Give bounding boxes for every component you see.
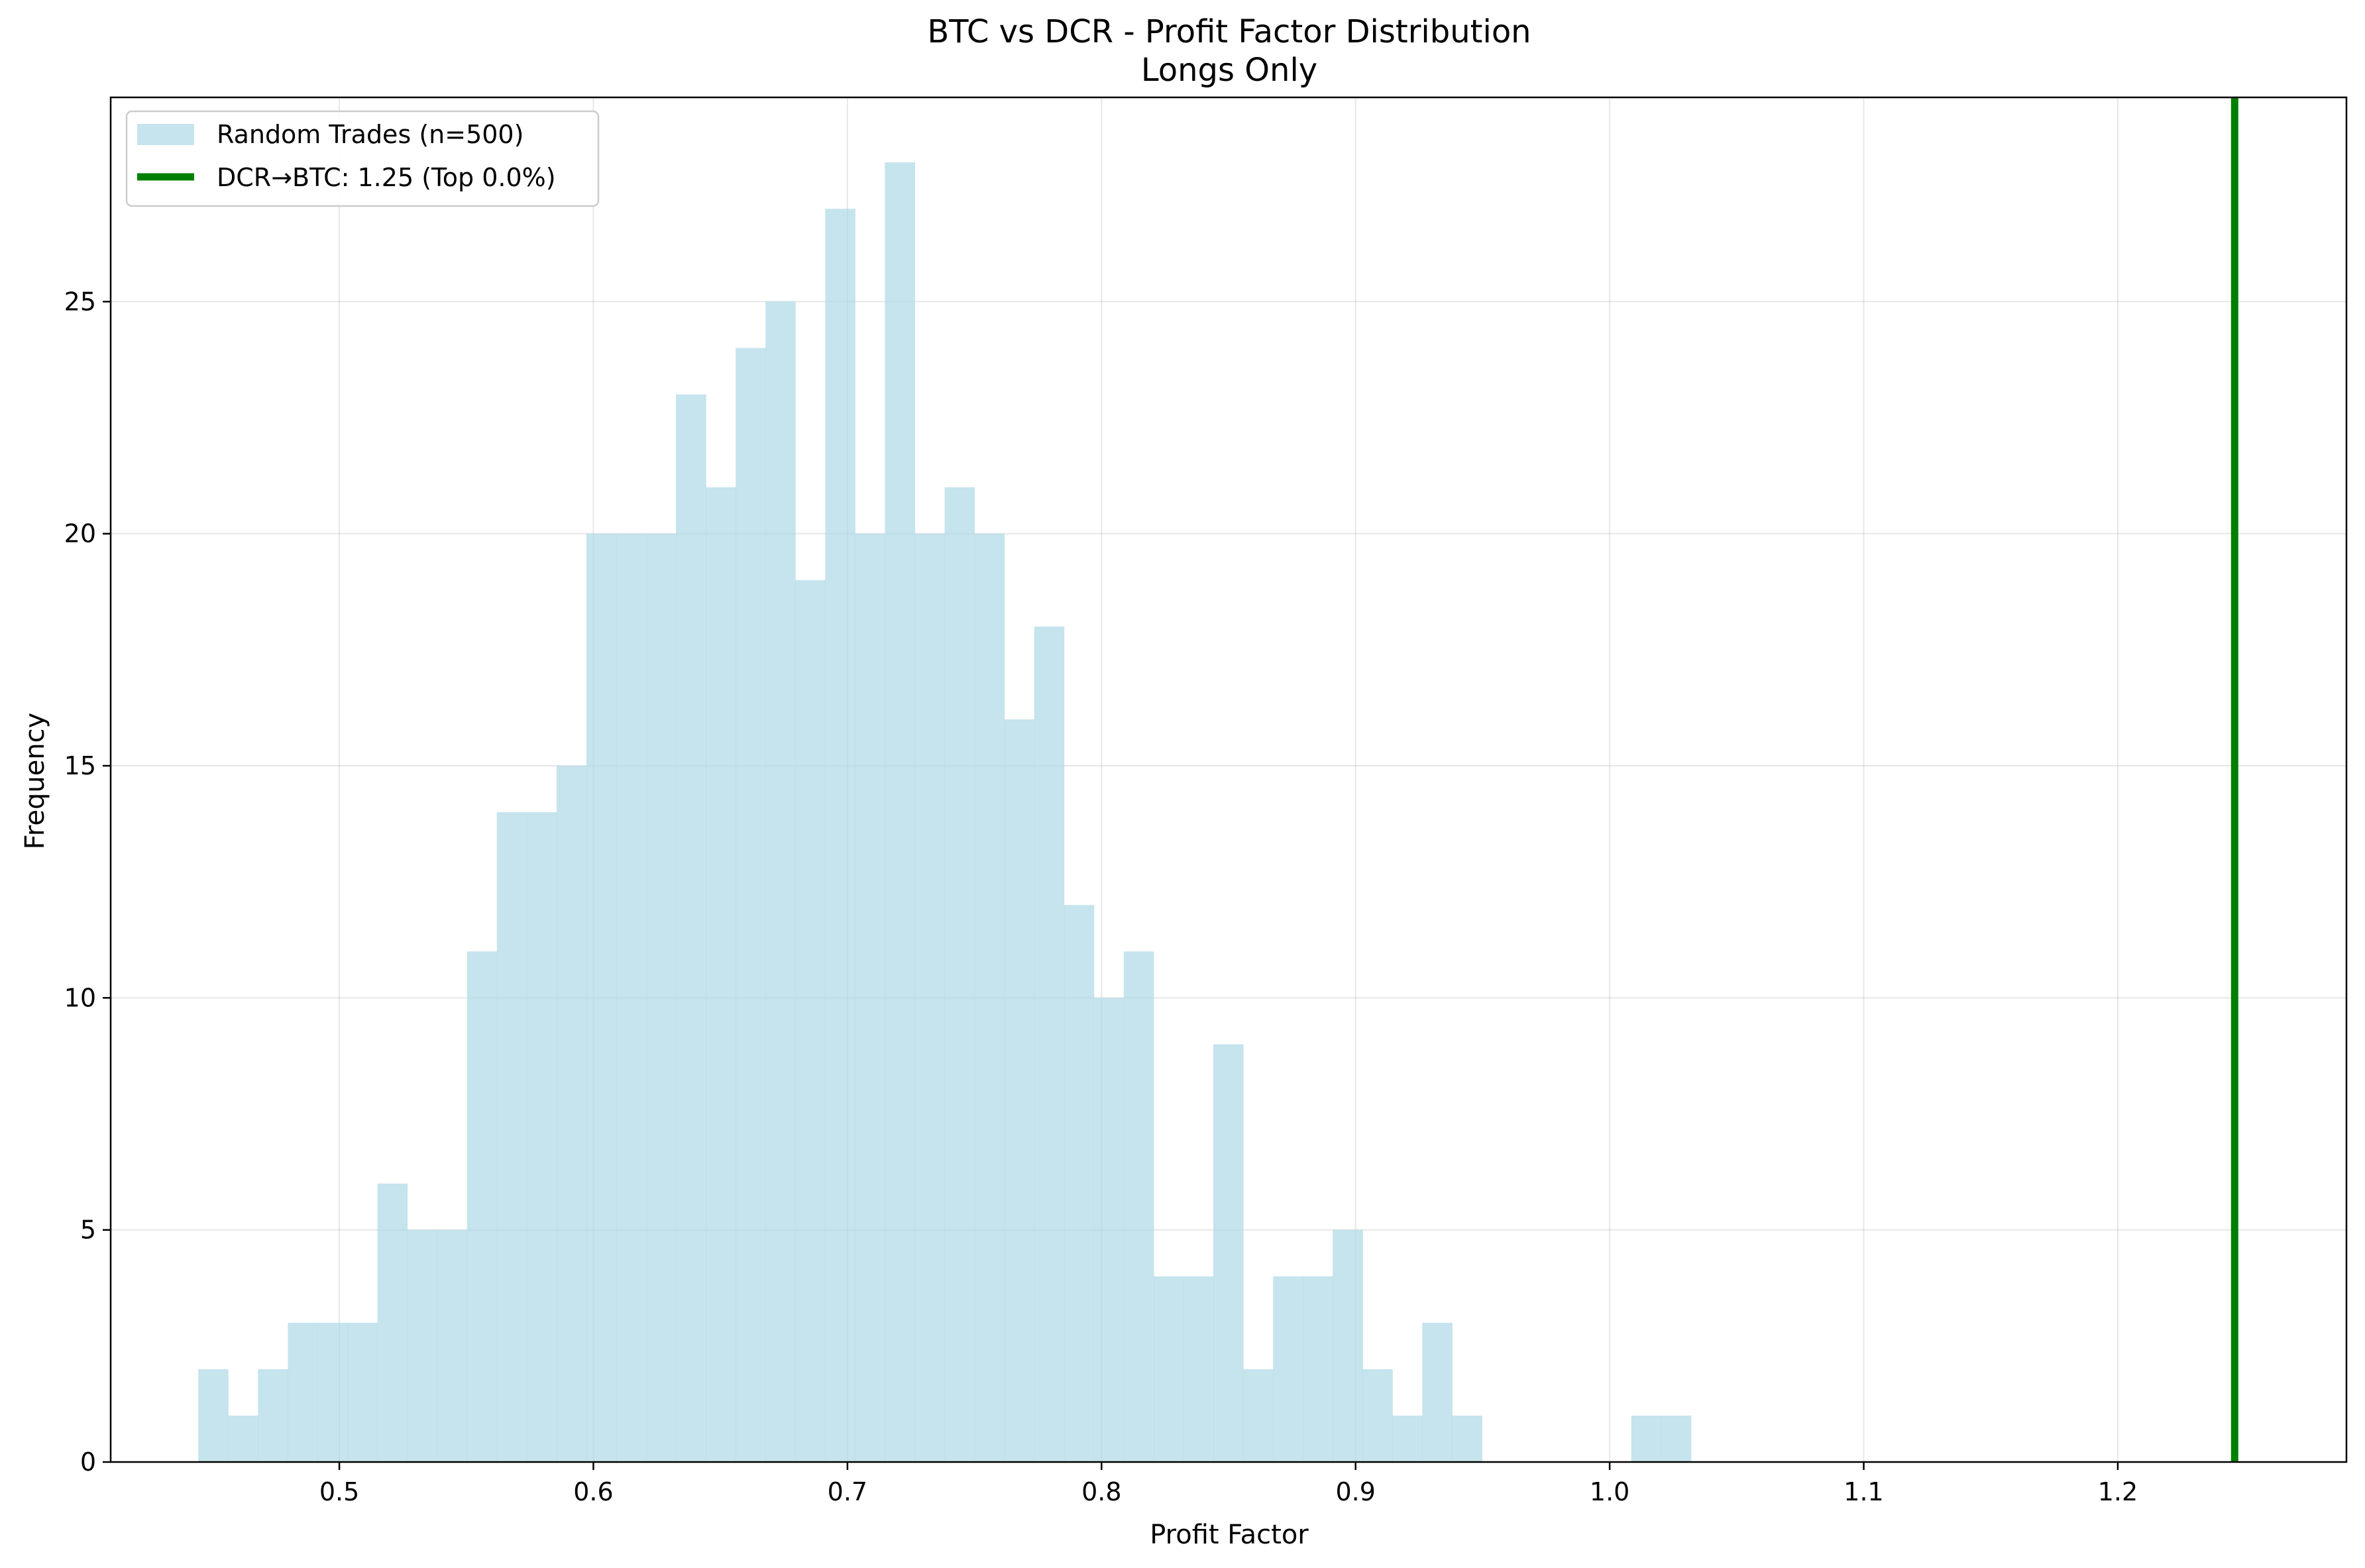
histogram-bar — [1362, 1369, 1393, 1462]
y-tick-label: 20 — [64, 519, 96, 549]
histogram-bar — [556, 765, 587, 1462]
histogram-bar — [1661, 1415, 1692, 1462]
y-axis-ticks: 0 5 10 15 20 25 — [64, 287, 111, 1477]
histogram-bar — [1183, 1276, 1214, 1462]
histogram-bar — [885, 162, 915, 1463]
x-tick-label: 1.1 — [1843, 1477, 1883, 1506]
histogram-bar — [795, 580, 826, 1462]
histogram-bar — [944, 487, 975, 1462]
legend: Random Trades (n=500) DCR→BTC: 1.25 (Top… — [125, 110, 600, 207]
legend-label-reference-line: DCR→BTC: 1.25 (Top 0.0%) — [217, 163, 556, 192]
histogram-bar — [258, 1369, 288, 1462]
histogram-bar — [317, 1322, 349, 1462]
histogram-bar — [1631, 1415, 1662, 1462]
y-tick-label: 10 — [64, 983, 96, 1012]
histogram-bar — [1452, 1415, 1482, 1462]
histogram-bar — [1273, 1276, 1303, 1462]
histogram-bar — [407, 1229, 438, 1462]
x-tick-label: 0.5 — [319, 1477, 359, 1506]
plot-area-frame — [109, 96, 2348, 1463]
histogram-bar — [706, 487, 736, 1462]
histogram-bar — [646, 533, 677, 1463]
x-tick-label: 0.6 — [573, 1477, 613, 1506]
y-tick-label: 25 — [64, 287, 96, 316]
x-tick-label: 0.7 — [828, 1477, 867, 1506]
histogram-bar — [914, 533, 946, 1463]
histogram-bar — [377, 1183, 408, 1462]
histogram-bar — [228, 1415, 258, 1462]
x-tick-label: 1.2 — [2098, 1477, 2138, 1506]
histogram-bar — [1064, 905, 1095, 1462]
x-axis-ticks: 0.5 0.6 0.7 0.8 0.9 1.0 1.1 1.2 — [319, 1462, 2138, 1506]
histogram-bar — [1213, 1044, 1244, 1462]
histogram-bar — [467, 951, 498, 1462]
histogram-bar — [1153, 1276, 1184, 1462]
histogram-bar — [586, 533, 617, 1463]
chart-subtitle: Longs Only — [1141, 52, 1317, 89]
histogram-bar — [616, 533, 647, 1463]
histogram-bar — [1333, 1229, 1363, 1462]
histogram-bar — [496, 812, 527, 1462]
histogram-bars — [198, 162, 1692, 1463]
histogram-bar — [855, 533, 885, 1463]
legend-box — [125, 110, 600, 207]
histogram-bar — [437, 1229, 468, 1462]
x-tick-label: 0.8 — [1081, 1477, 1121, 1506]
y-tick-label: 15 — [64, 751, 96, 780]
x-tick-label: 1.0 — [1590, 1477, 1629, 1506]
histogram-bar — [676, 394, 706, 1463]
histogram-bar — [1093, 998, 1125, 1462]
histogram-bar — [347, 1322, 378, 1462]
x-axis-title: Profit Factor — [1150, 1520, 1309, 1550]
histogram-bar — [1243, 1369, 1274, 1462]
histogram-bar — [1303, 1276, 1333, 1462]
y-tick-label: 0 — [80, 1447, 96, 1477]
x-tick-label: 0.9 — [1335, 1477, 1375, 1506]
histogram-bar — [1034, 626, 1065, 1462]
legend-swatch-histogram — [137, 124, 194, 145]
histogram-bar — [288, 1322, 318, 1462]
histogram-bar — [1392, 1415, 1423, 1462]
histogram-bar — [974, 533, 1005, 1463]
histogram-bar — [765, 301, 796, 1462]
histogram-bar — [1004, 719, 1035, 1462]
histogram-bar — [198, 1369, 229, 1462]
histogram-bar — [526, 812, 557, 1462]
histogram-bar — [736, 348, 766, 1462]
histogram-bar — [1123, 951, 1154, 1462]
histogram-bar — [825, 209, 855, 1462]
legend-label-histogram: Random Trades (n=500) — [217, 120, 523, 149]
y-tick-label: 5 — [80, 1216, 96, 1245]
y-axis-title: Frequency — [20, 713, 50, 850]
histogram-bar — [1422, 1322, 1453, 1462]
chart-title: BTC vs DCR - Profit Factor Distribution — [927, 13, 1531, 50]
